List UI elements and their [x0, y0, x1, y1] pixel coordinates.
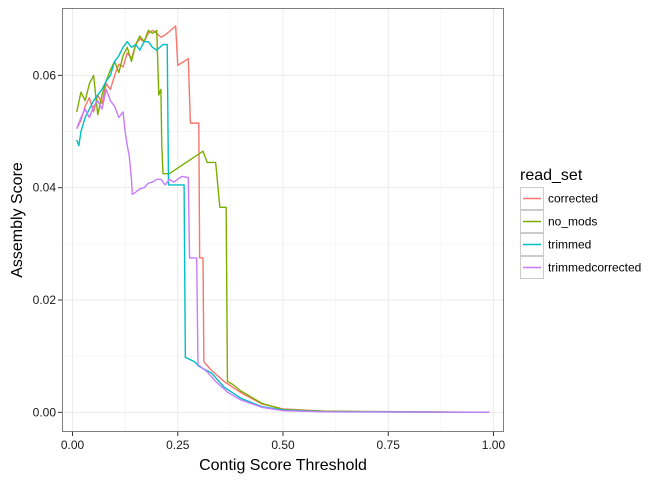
x-tick-label: 0.00	[61, 438, 85, 452]
x-axis-title: Contig Score Threshold	[199, 457, 367, 474]
legend-label: corrected	[548, 192, 598, 206]
series-layer	[76, 25, 490, 414]
y-tick-label: 0.04	[33, 181, 57, 195]
x-axis: 0.00 0.25 0.50 0.75 1.00	[61, 432, 506, 452]
y-axis: 0.00 0.02 0.04 0.06	[33, 68, 62, 419]
y-tick-label: 0.00	[33, 405, 57, 419]
x-tick-label: 1.00	[482, 438, 506, 452]
legend-title: read_set	[520, 167, 583, 184]
series-line-corrected	[76, 25, 490, 414]
plot-panel-border	[62, 8, 504, 432]
y-tick-label: 0.02	[33, 293, 57, 307]
y-axis-title: Assembly Score	[9, 162, 26, 278]
x-tick-label: 0.25	[166, 438, 190, 452]
legend-label: trimmedcorrected	[548, 261, 641, 275]
legend-label: trimmed	[548, 238, 591, 252]
series-line-no_mods	[76, 29, 490, 414]
grid-major	[62, 8, 504, 432]
x-tick-label: 0.75	[377, 438, 401, 452]
series-line-trimmedcorrected	[76, 88, 490, 414]
y-tick-label: 0.06	[33, 68, 57, 82]
series-line-trimmed	[76, 41, 490, 414]
x-tick-label: 0.50	[271, 438, 295, 452]
legend-label: no_mods	[548, 215, 597, 229]
